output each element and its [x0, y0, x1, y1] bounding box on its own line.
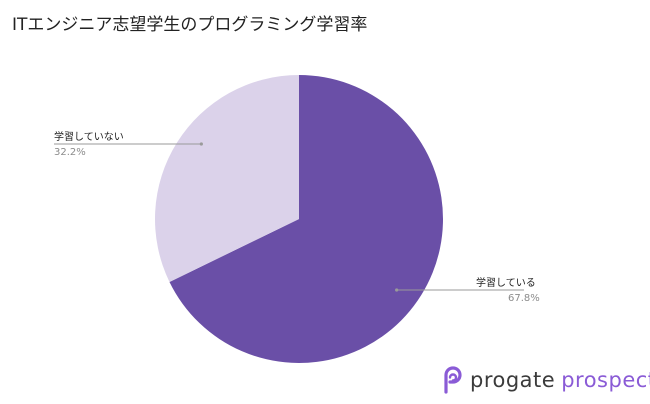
progate-logo-icon — [444, 366, 462, 394]
slice-value-0: 67.8% — [508, 293, 540, 304]
slice-value-1: 32.2% — [54, 147, 86, 158]
pie-slice-0 — [169, 75, 443, 363]
pie-slice-1 — [154, 74, 299, 282]
brand-name: progateprospects — [470, 368, 650, 392]
leader-dot-1 — [199, 142, 203, 146]
leader-dot-0 — [395, 288, 399, 292]
brand-logo: progateprospects — [440, 366, 650, 394]
slice-label-0: 学習している — [476, 276, 536, 289]
brand-word-1: progate — [470, 368, 556, 392]
brand-word-2: prospects — [561, 368, 650, 392]
slice-label-1: 学習していない — [54, 130, 124, 143]
chart-title: ITエンジニア志望学生のプログラミング学習率 — [12, 15, 368, 35]
